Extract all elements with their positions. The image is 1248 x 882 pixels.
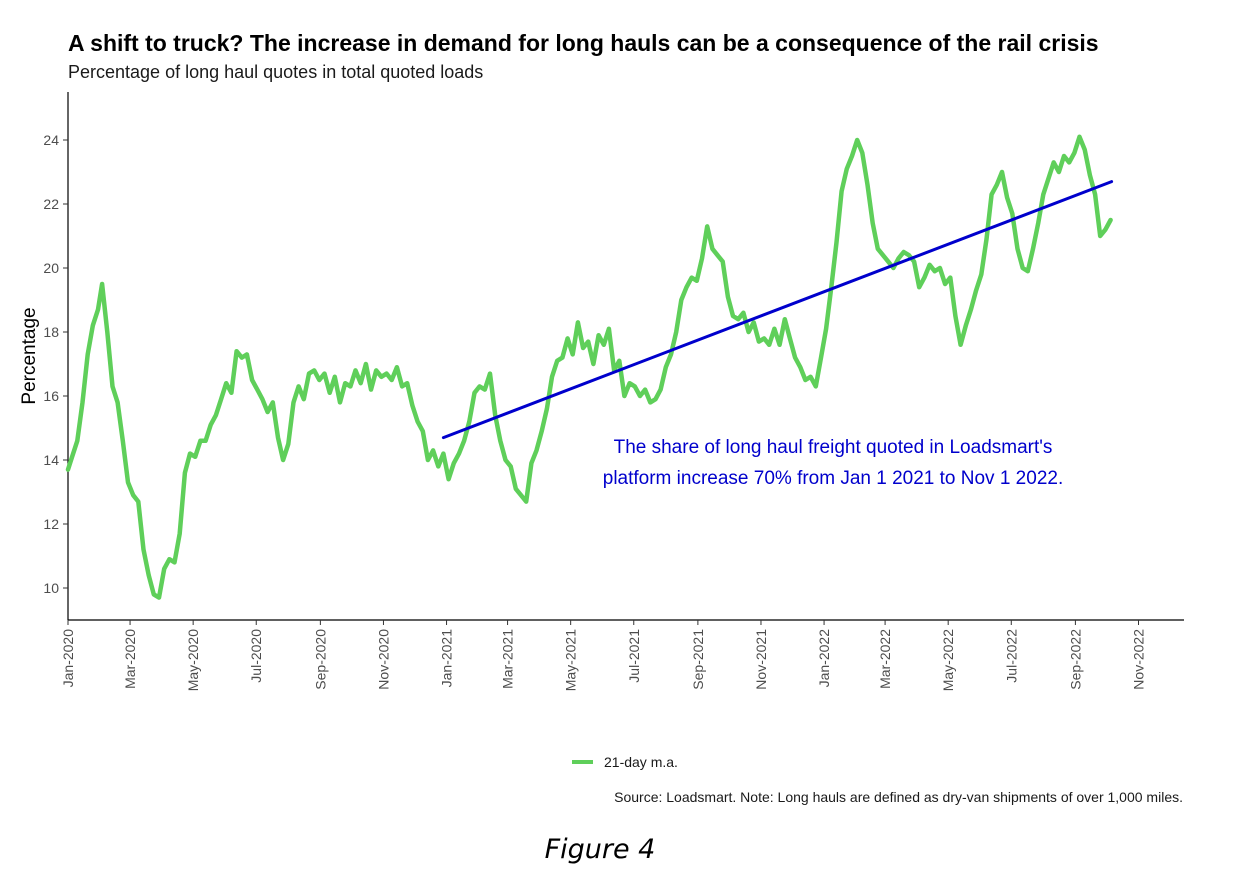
y-tick-label: 12 [43,516,59,532]
y-axis-title: Percentage [19,307,40,404]
x-axis: Jan-2020 Mar-2020 May-2020 Jul-2020 Sep-2020… [60,619,1184,691]
line-chart: 10 12 14 16 18 20 22 24 Jan-2020 Mar-2020 May-202… [19,92,1184,805]
y-tick-label: 22 [43,196,59,212]
chart-subtitle: Percentage of long haul quotes in total … [68,62,484,82]
x-tick-label: Jan-2022 [816,629,832,688]
figure-caption: Figure 4 [544,834,656,865]
x-tick-label: Jul-2020 [248,629,264,683]
plot-area [65,134,1114,600]
annotation-line-2: platform increase 70% from Jan 1 2021 to… [603,468,1063,489]
x-tick-label: Mar-2021 [500,629,516,689]
x-tick-label: Jan-2021 [439,629,455,688]
x-tick-label: Jul-2022 [1003,629,1019,683]
y-axis: 10 12 14 16 18 20 22 24 [43,92,69,620]
x-tick-label: May-2020 [185,629,201,691]
legend: 21-day m.a. [572,754,678,770]
y-tick-label: 16 [43,388,59,404]
y-tick-label: 14 [43,452,59,468]
x-tick-label: Sep-2021 [690,629,706,690]
x-tick-label: Nov-2021 [753,629,769,690]
series-line-21-day-ma [65,134,1113,600]
y-tick-label: 10 [43,580,59,596]
x-tick-label: Nov-2020 [375,629,391,690]
x-tick-label: Nov-2022 [1130,629,1146,690]
x-tick-label: May-2022 [940,629,956,691]
y-tick-label: 24 [43,132,59,148]
x-tick-label: May-2021 [563,629,579,691]
trend-line [441,180,1114,440]
y-tick-label: 18 [43,324,59,340]
x-tick-label: Sep-2020 [312,629,328,690]
chart-title: A shift to truck? The increase in demand… [68,30,1099,56]
x-tick-label: Mar-2022 [877,629,893,689]
annotation-line-1: The share of long haul freight quoted in… [614,437,1053,458]
x-tick-label: Jan-2020 [60,629,76,688]
x-tick-label: Mar-2020 [122,629,138,689]
x-tick-label: Sep-2022 [1067,629,1083,690]
y-tick-label: 20 [43,260,59,276]
source-note: Source: Loadsmart. Note: Long hauls are … [614,789,1183,805]
legend-label: 21-day m.a. [604,754,678,770]
x-tick-label: Jul-2021 [626,629,642,683]
